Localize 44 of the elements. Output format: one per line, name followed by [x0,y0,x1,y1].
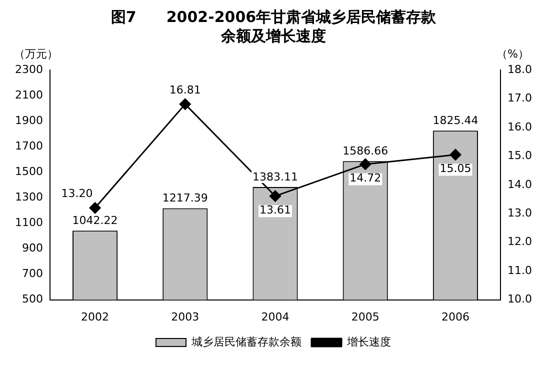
point [360,158,372,170]
y-tick-label: 500 [22,292,43,306]
y2-tick-label: 10.0 [508,292,532,306]
data-label: 1586.66 [342,144,388,158]
y2-tick-label: 18.0 [508,62,532,76]
y-tick-label: 1700 [14,139,43,152]
x-tick-label: 2003 [171,310,200,324]
y2-axis-title: （%） [496,47,529,60]
y-tick-label: 2300 [14,62,43,76]
y2-tick-label: 11.0 [508,264,532,277]
y-tick-label: 900 [22,242,43,255]
y2-tick-label: 12.0 [508,235,532,248]
data-label: 1383.11 [252,170,298,184]
legend-label: 城乡居民储蓄存款余额 [190,335,302,348]
point [89,202,101,214]
data-label: 14.72 [350,172,382,185]
y-axis-title: （万元） [14,47,58,60]
y2-tick-label: 13.0 [508,206,532,220]
x-tick-label: 2006 [441,310,470,324]
data-label: 16.81 [169,84,201,97]
point [179,98,191,110]
y2-tick-label: 17.0 [508,92,532,105]
y-tick-label: 1500 [14,164,43,178]
x-tick-label: 2004 [261,310,290,324]
data-label: 1217.39 [162,192,208,205]
y2-tick-label: 15.0 [508,149,532,162]
point [270,190,281,202]
data-label: 13.61 [260,203,291,216]
y2-tick-label: 14.0 [508,178,532,191]
point [450,148,462,160]
chart-title: 图7 2002-2006年甘肃省城乡居民储蓄存款余额及增长速度 [110,8,438,46]
x-tick-label: 2005 [351,310,380,324]
y2-tick-label: 16.0 [508,120,532,134]
data-label: 13.20 [61,187,93,200]
data-label: 1825.44 [432,114,478,127]
y-tick-label: 1300 [14,190,43,204]
y-tick-label: 700 [22,267,43,280]
y-tick-label: 2100 [14,88,43,102]
data-label: 1042.22 [72,214,118,227]
x-tick-label: 2002 [81,310,110,324]
legend-label: 增长速度 [346,335,391,348]
y-tick-label: 1900 [14,114,43,127]
data-label: 15.05 [440,162,472,176]
y-tick-label: 1100 [14,216,43,230]
